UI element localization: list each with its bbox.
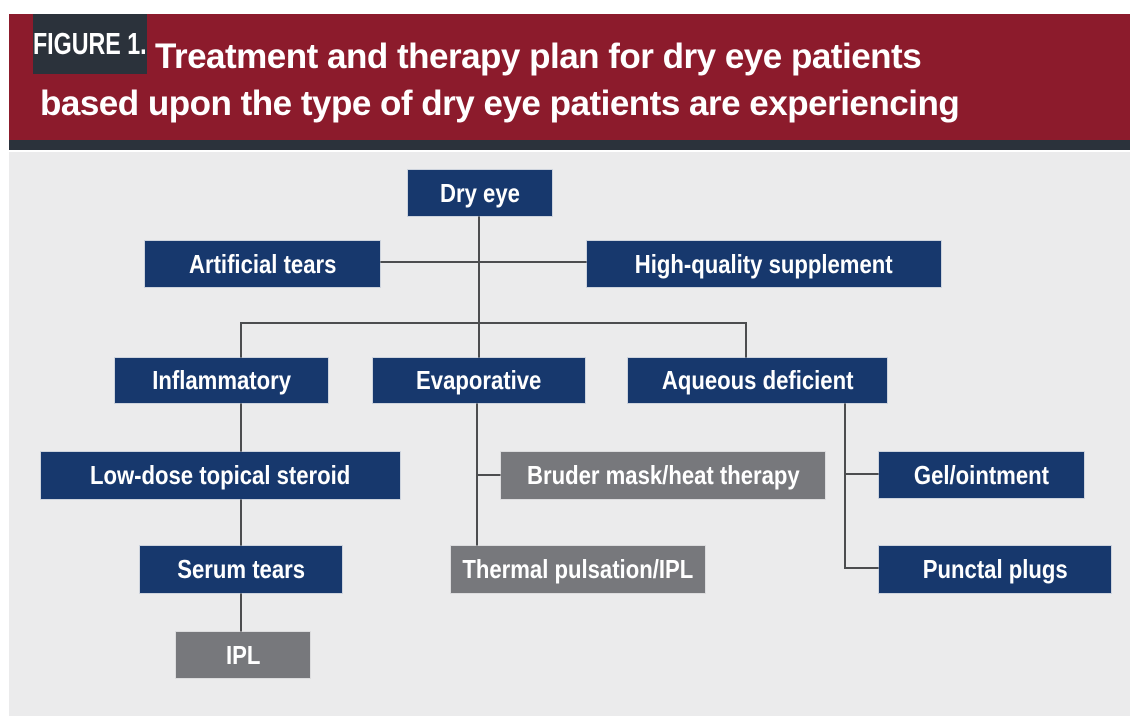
connector-aqueous-drop — [745, 322, 747, 359]
node-serum-tears-label: Serum tears — [177, 554, 305, 584]
node-ipl: IPL — [176, 632, 310, 678]
connector-branch-horizontal — [240, 322, 747, 324]
node-bruder-mask-heat-therapy-label: Bruder mask/heat therapy — [526, 460, 800, 490]
node-dry-eye: Dry eye — [408, 170, 552, 216]
node-artificial-tears: Artificial tears — [145, 241, 380, 287]
connector-dryeye-vertical — [478, 216, 480, 358]
figure-number-tag: FIGURE 1. — [33, 14, 147, 74]
connector-tears-supplement-horizontal — [380, 261, 587, 263]
connector-punctal-stub — [844, 567, 880, 569]
node-inflammatory: Inflammatory — [115, 358, 328, 403]
connector-aqueous-column — [844, 403, 846, 569]
node-low-dose-topical-steroid: Low-dose topical steroid — [41, 452, 400, 499]
node-low-dose-topical-steroid-label: Low-dose topical steroid — [90, 460, 351, 490]
node-dry-eye-label: Dry eye — [440, 177, 520, 208]
node-aqueous-deficient-label: Aqueous deficient — [661, 365, 854, 395]
node-high-quality-supplement-label: High-quality supplement — [635, 248, 893, 279]
figure-header: FIGURE 1. Treatment and therapy plan for… — [9, 14, 1130, 140]
connector-serum-ipl — [240, 593, 242, 633]
node-inflammatory-label: Inflammatory — [152, 365, 291, 395]
connector-gel-stub — [844, 473, 880, 475]
node-ipl-label: IPL — [225, 639, 261, 670]
node-serum-tears: Serum tears — [140, 546, 342, 593]
connector-bruder-stub — [476, 474, 502, 476]
node-evaporative-label: Evaporative — [416, 365, 542, 395]
node-high-quality-supplement: High-quality supplement — [587, 241, 941, 287]
figure-number-label: FIGURE 1. — [33, 26, 147, 61]
node-bruder-mask-heat-therapy: Bruder mask/heat therapy — [501, 452, 825, 499]
figure-title-line1: Treatment and therapy plan for dry eye p… — [155, 37, 922, 76]
node-thermal-pulsation-ipl: Thermal pulsation/IPL — [451, 546, 705, 593]
header-divider-bar — [9, 140, 1130, 150]
node-thermal-pulsation-ipl-label: Thermal pulsation/IPL — [462, 554, 694, 584]
node-gel-ointment: Gel/ointment — [879, 452, 1084, 498]
node-artificial-tears-label: Artificial tears — [188, 248, 337, 279]
node-punctal-plugs: Punctal plugs — [879, 546, 1111, 593]
node-evaporative: Evaporative — [373, 358, 585, 403]
figure-title-line2: based upon the type of dry eye patients … — [40, 84, 960, 123]
node-punctal-plugs-label: Punctal plugs — [922, 554, 1068, 584]
flowchart-canvas: Dry eye Artificial tears High-quality su… — [9, 152, 1130, 716]
connector-inflammatory-drop — [240, 322, 242, 359]
node-aqueous-deficient: Aqueous deficient — [628, 358, 887, 403]
node-gel-ointment-label: Gel/ointment — [913, 459, 1050, 490]
